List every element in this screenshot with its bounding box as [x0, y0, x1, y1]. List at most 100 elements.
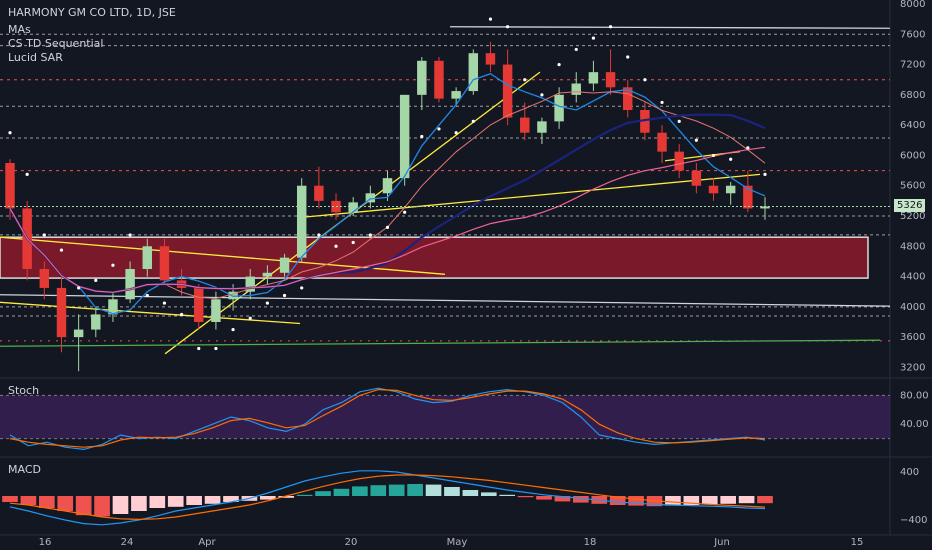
macd-histogram-bar	[112, 496, 129, 514]
candle-body	[571, 83, 581, 95]
macd-title: MACD	[8, 463, 41, 476]
candle-body	[279, 257, 290, 273]
macd-histogram-bar	[259, 496, 276, 500]
sar-dot	[660, 100, 664, 105]
price-tick-label: 4400	[900, 272, 925, 283]
candle-body	[417, 60, 427, 95]
indicator-mas[interactable]: MAs	[8, 23, 31, 36]
candle	[554, 87, 564, 129]
sar-dot	[711, 153, 716, 158]
price-tick-label: 7200	[900, 60, 925, 71]
stoch-d-line	[9, 388, 766, 448]
indicator-td-sequential[interactable]: CS TD Sequential	[8, 37, 104, 50]
price-tick-label: 5200	[900, 211, 925, 222]
ma-long	[9, 146, 766, 293]
macd-line	[9, 470, 766, 526]
sar-dot	[488, 17, 493, 21]
candle	[725, 181, 736, 205]
candle-body	[725, 185, 736, 194]
sar-dot	[145, 293, 149, 298]
macd-histogram-bar	[39, 496, 55, 508]
macd-histogram-bar	[333, 488, 350, 496]
macd-histogram-bar	[444, 487, 460, 496]
candle-body	[451, 91, 461, 99]
trendline	[0, 339, 881, 347]
indicator-lucid-sar[interactable]: Lucid SAR	[8, 51, 63, 64]
candle	[125, 261, 135, 304]
macd-histogram-bar	[149, 496, 166, 508]
sar-dot	[162, 301, 167, 305]
macd-histogram-bar	[296, 494, 313, 496]
sar-dot	[471, 119, 475, 123]
price-tick-label: 5600	[900, 181, 925, 192]
candle	[399, 94, 410, 186]
candle-body	[228, 291, 238, 300]
sar-dot	[540, 93, 544, 97]
price-tick-label: 3600	[900, 332, 925, 343]
macd-histogram-bar	[517, 496, 534, 498]
sar-dot	[729, 157, 733, 161]
sar-dot	[694, 138, 698, 142]
sar-dot	[248, 316, 252, 320]
candle	[142, 238, 152, 277]
macd-histogram-bar	[167, 496, 184, 507]
candle-body	[708, 185, 719, 194]
sar-dot	[265, 301, 269, 305]
sar-dot	[351, 240, 355, 245]
sar-dot	[8, 131, 12, 135]
sar-dot	[111, 263, 115, 267]
sar-dot	[214, 346, 218, 351]
time-tick-label: Jun	[713, 537, 730, 548]
sar-dot	[574, 47, 578, 52]
macd-histogram-bar	[536, 496, 552, 500]
macd-histogram-bar	[738, 496, 755, 504]
sar-dot	[403, 210, 407, 214]
candle-body	[194, 287, 204, 322]
time-tick-label: 24	[121, 537, 134, 548]
sar-dot	[197, 346, 201, 351]
sar-dot	[454, 131, 458, 135]
candle	[468, 49, 479, 95]
macd-histogram-bar	[186, 496, 202, 505]
sar-dot	[42, 233, 46, 237]
candle	[674, 144, 684, 179]
candle-body	[691, 170, 702, 186]
candle	[382, 170, 393, 201]
candle	[39, 261, 50, 300]
candle-body	[314, 185, 324, 201]
candle-body	[520, 117, 530, 133]
time-tick-label: Apr	[198, 537, 216, 548]
time-tick-label: 18	[584, 537, 597, 548]
macd-histogram-bar	[480, 492, 497, 496]
candle	[159, 238, 170, 285]
price-tick-label: 7600	[900, 29, 925, 40]
macd-histogram-bar	[223, 496, 239, 502]
candle	[657, 125, 667, 163]
macd-histogram-bar	[701, 496, 718, 505]
candle-body	[108, 299, 118, 315]
price-tick-label: 6400	[900, 120, 925, 131]
macd-histogram-bar	[683, 496, 700, 505]
candle-body	[5, 163, 15, 209]
sar-dot	[420, 134, 424, 139]
macd-histogram-bar	[757, 496, 773, 504]
candle	[605, 49, 616, 95]
macd-histogram-bar	[20, 496, 37, 505]
candle-body	[296, 185, 307, 258]
candle-body	[537, 121, 547, 133]
candle-body	[91, 314, 101, 330]
candle	[108, 291, 118, 322]
macd-histogram-bar	[315, 491, 331, 496]
sar-dot	[557, 62, 561, 67]
candle-body	[605, 72, 616, 88]
candle-body	[399, 94, 410, 179]
candle	[245, 269, 255, 300]
sar-dot	[25, 172, 29, 176]
candle-body	[56, 287, 67, 338]
candle-body	[125, 269, 135, 300]
time-tick-label: 16	[39, 537, 52, 548]
sar-dot	[59, 248, 64, 252]
sar-dot	[385, 225, 390, 229]
